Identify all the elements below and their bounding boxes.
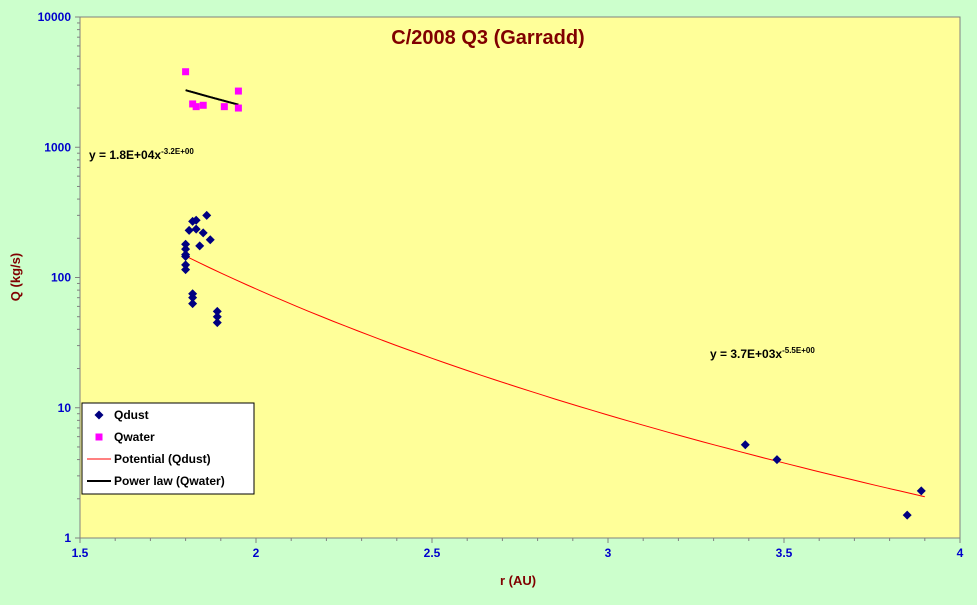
qdust-point [181, 244, 191, 254]
qdust-point [902, 510, 912, 520]
x-tick-label: 2.5 [424, 546, 441, 560]
x-tick-label: 3.5 [776, 546, 793, 560]
qdust-point [916, 486, 926, 496]
x-axis-label: r (AU) [500, 573, 536, 588]
x-tick-label: 1.5 [72, 546, 89, 560]
qwater-point [189, 100, 197, 108]
legend-label: Qdust [114, 408, 149, 422]
fit-line-dust [185, 255, 925, 498]
qwater-point [182, 68, 190, 76]
qdust-point [181, 251, 191, 261]
legend: Qdust Qwater Potential (Qdust) Power law (Q… [81, 402, 255, 495]
qdust-point [202, 210, 212, 220]
svg-text:y = 3.7E+03x-5.5E+00: y = 3.7E+03x-5.5E+00 [710, 346, 815, 361]
x-tick-label: 4 [957, 546, 964, 560]
qdust-point [205, 235, 215, 245]
qdust-point [188, 293, 198, 303]
qdust-point [181, 265, 191, 275]
legend-label: Qwater [114, 430, 155, 444]
qdust-point [212, 318, 222, 328]
equation-water-exponent: -3.2E+00 [161, 147, 194, 156]
equation-dust-main: y = 3.7E+03x [710, 347, 782, 361]
qwater-point [234, 104, 242, 112]
y-tick-label: 100 [51, 271, 71, 285]
legend-qwater-swatch [95, 433, 103, 441]
qdust-point [191, 215, 201, 225]
chart-title: C/2008 Q3 (Garradd) [391, 27, 584, 49]
qdust-point [740, 440, 750, 450]
qdust-point [181, 239, 191, 249]
legend-label: Potential (Qdust) [114, 452, 211, 466]
svg-text:y = 1.8E+04x-3.2E+00: y = 1.8E+04x-3.2E+00 [89, 147, 194, 162]
qdust-point [184, 225, 194, 235]
qdust-point [198, 228, 208, 238]
axes: 1.5 2 2.5 3 3.5 4 1 10 100 1000 10000 [38, 10, 964, 560]
qwater-point [234, 87, 242, 95]
fit-lines [185, 89, 925, 498]
y-axis-label: Q (kg/s) [8, 253, 23, 301]
equation-dust: y = 3.7E+03x-5.5E+00 [710, 346, 815, 361]
x-tick-label: 2 [253, 546, 260, 560]
qdust-point [772, 455, 782, 465]
y-tick-label: 1000 [44, 140, 71, 154]
qdust-point [212, 306, 222, 316]
qdust-point [181, 260, 191, 270]
qdust-point [191, 224, 201, 234]
x-tick-label: 3 [605, 546, 612, 560]
qdust-point [195, 241, 205, 251]
qwater-point [199, 101, 207, 109]
legend-label: Power law (Qwater) [114, 474, 225, 488]
equation-water: y = 1.8E+04x-3.2E+00 [89, 147, 194, 162]
data-points [181, 68, 926, 520]
equation-water-main: y = 1.8E+04x [89, 148, 161, 162]
qwater-point [192, 103, 200, 111]
y-tick-label: 1 [64, 531, 71, 545]
qdust-point [188, 299, 198, 309]
y-tick-label: 10000 [38, 10, 72, 24]
qdust-point [212, 312, 222, 322]
legend-qdust-swatch [94, 410, 104, 420]
equation-dust-exponent: -5.5E+00 [782, 346, 815, 355]
fit-line-water [185, 89, 239, 106]
y-tick-label: 10 [58, 401, 72, 415]
qwater-point [220, 103, 228, 111]
